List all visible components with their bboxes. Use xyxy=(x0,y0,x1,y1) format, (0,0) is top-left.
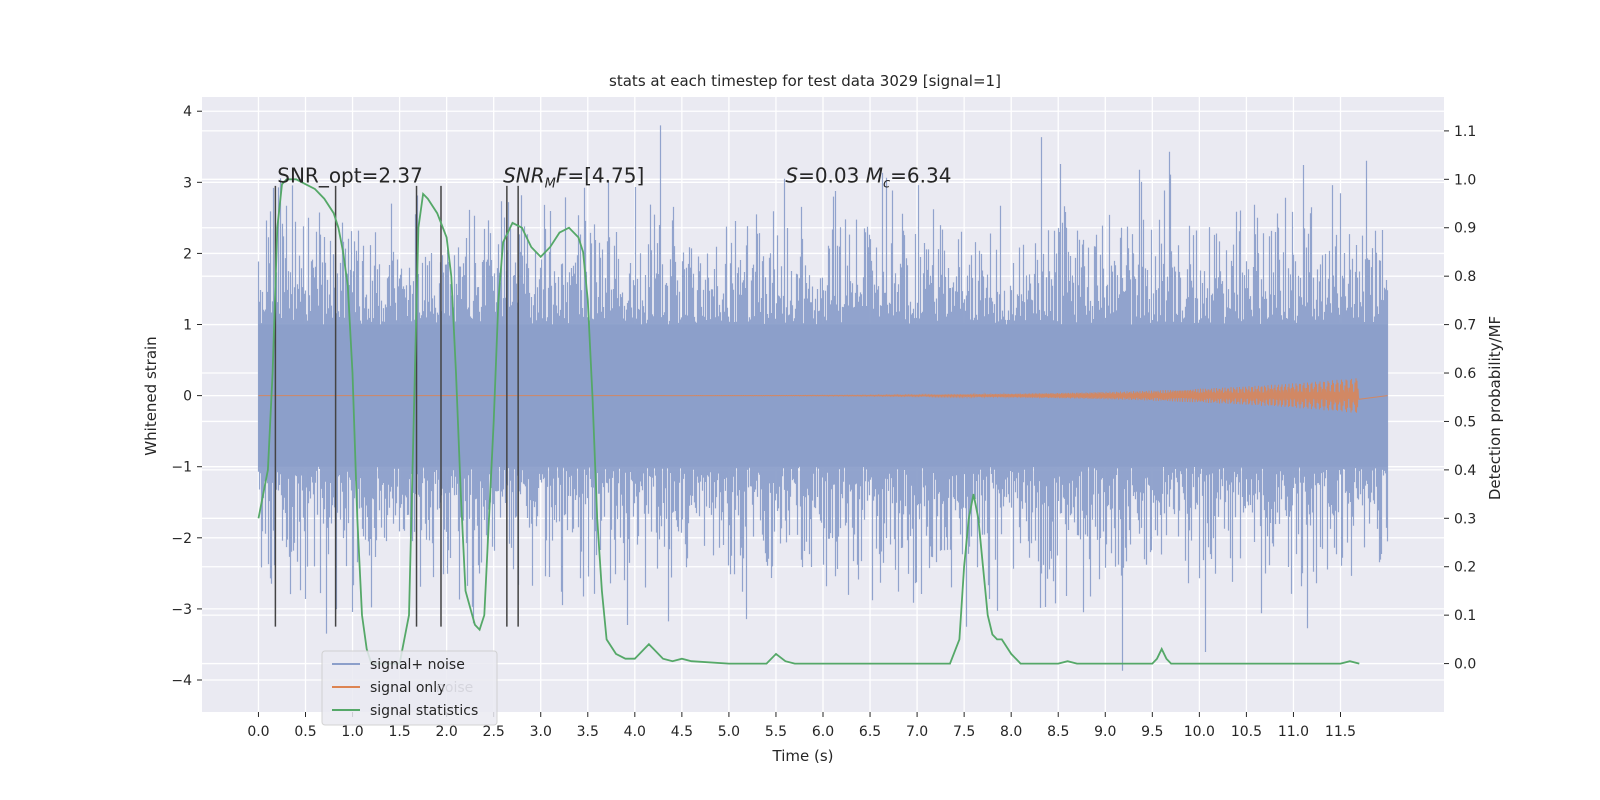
x-tick-label: 0.5 xyxy=(294,724,316,740)
signal-only-line xyxy=(258,378,1388,413)
y-tick-label: −3 xyxy=(171,602,192,618)
legend-label: signal only xyxy=(370,680,445,696)
y2-axis-label: Detection probability/MF xyxy=(1486,316,1504,500)
vertical-markers xyxy=(274,185,519,627)
y2-tick-label: 0.4 xyxy=(1454,463,1476,479)
y2-tick-label: 0.0 xyxy=(1454,657,1476,673)
x-tick-label: 2.5 xyxy=(483,724,505,740)
y-tick-label: 0 xyxy=(183,389,192,405)
x-tick-label: 10.5 xyxy=(1231,724,1262,740)
legend-ghost-text: noise xyxy=(436,680,473,696)
signal-only-series xyxy=(258,378,1388,413)
y-tick-label: 3 xyxy=(183,175,192,191)
x-axis-label: Time (s) xyxy=(772,747,834,765)
y2-tick-label: 0.2 xyxy=(1454,560,1476,576)
x-tick-label: 8.0 xyxy=(1000,724,1022,740)
y2-axis-ticks: 0.0 0.1 0.2 0.3 0.4 0.5 0.6 0.7 0.8 0.9 1.0 1.1 xyxy=(1444,124,1476,673)
legend: signal+ noise signal only signal statistic… xyxy=(321,650,498,726)
x-tick-label: 3.0 xyxy=(530,724,552,740)
x-tick-label: 6.5 xyxy=(859,724,881,740)
legend-box xyxy=(321,650,498,726)
y2-tick-label: 0.5 xyxy=(1454,414,1476,430)
s-mc-annotation: S=0.03 Mc=6.34 xyxy=(785,163,951,191)
x-tick-label: 3.5 xyxy=(577,724,599,740)
x-tick-label: 1.0 xyxy=(341,724,363,740)
x-tick-label: 5.5 xyxy=(765,724,787,740)
legend-label: signal+ noise xyxy=(370,657,465,673)
y-tick-label: −2 xyxy=(171,531,192,547)
y2-tick-label: 0.9 xyxy=(1454,221,1476,237)
x-tick-label: 4.5 xyxy=(671,724,693,740)
y2-tick-label: 0.1 xyxy=(1454,608,1476,624)
x-tick-label: 9.0 xyxy=(1094,724,1116,740)
x-tick-label: 11.0 xyxy=(1278,724,1309,740)
y-tick-label: −1 xyxy=(171,460,192,476)
x-tick-label: 9.5 xyxy=(1141,724,1163,740)
x-tick-label: 8.5 xyxy=(1047,724,1069,740)
annotations: SNR_opt=2.37 SNRMF=[4.75] S=0.03 Mc=6.34 xyxy=(277,163,951,191)
y2-tick-label: 1.1 xyxy=(1454,124,1476,140)
y-axis-ticks: −4 −3 −2 −1 0 1 2 3 4 xyxy=(171,104,202,689)
x-tick-label: 11.5 xyxy=(1325,724,1356,740)
signal-statistics-line xyxy=(257,178,1360,665)
x-tick-label: 1.5 xyxy=(388,724,410,740)
x-tick-label: 5.0 xyxy=(718,724,740,740)
y2-tick-label: 0.6 xyxy=(1454,366,1476,382)
x-axis-ticks: 0.0 0.5 1.0 1.5 2.0 2.5 3.0 3.5 4.0 4.5 5.0 5.5 6.0 6… xyxy=(247,712,1356,740)
y2-tick-label: 0.3 xyxy=(1454,511,1476,527)
x-tick-label: 7.5 xyxy=(953,724,975,740)
x-tick-label: 0.0 xyxy=(247,724,269,740)
y2-tick-label: 1.0 xyxy=(1454,172,1476,188)
y-tick-label: 2 xyxy=(183,246,192,262)
y2-tick-label: 0.8 xyxy=(1454,269,1476,285)
snr-mf-annotation: SNRMF=[4.75] xyxy=(503,163,644,191)
legend-label: signal statistics xyxy=(370,703,478,719)
y2-tick-label: 0.7 xyxy=(1454,318,1476,334)
x-tick-label: 10.0 xyxy=(1184,724,1215,740)
y-tick-label: −4 xyxy=(171,673,192,689)
signal-statistics-series xyxy=(257,178,1360,665)
x-tick-label: 4.0 xyxy=(624,724,646,740)
snr-opt-annotation: SNR_opt=2.37 xyxy=(277,163,423,187)
chart-title: stats at each timestep for test data 302… xyxy=(609,72,1001,90)
y-tick-label: 4 xyxy=(183,104,192,120)
x-tick-label: 6.0 xyxy=(812,724,834,740)
x-tick-label: 7.0 xyxy=(906,724,928,740)
y-tick-label: 1 xyxy=(183,318,192,334)
x-tick-label: 2.0 xyxy=(436,724,458,740)
y-axis-label: Whitened strain xyxy=(142,336,160,455)
